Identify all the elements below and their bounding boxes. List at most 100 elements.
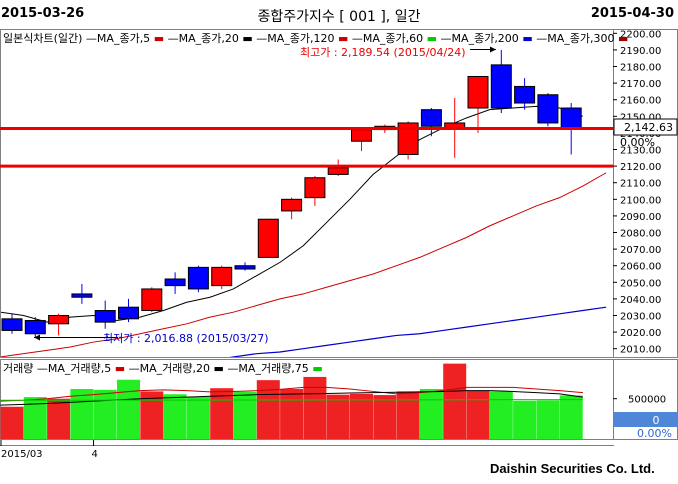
y-tick-label: 2100.00 xyxy=(620,195,661,206)
legend-swatch: ▬ xyxy=(427,32,437,45)
candle-body xyxy=(490,64,512,109)
arrow-right-icon xyxy=(490,46,496,53)
volume-bar xyxy=(0,406,24,439)
candle-body xyxy=(118,306,139,320)
candle-body xyxy=(94,310,116,323)
x-tick-label: 4 xyxy=(92,449,98,460)
y-tick-label: 2060.00 xyxy=(620,262,661,273)
arrow-left-icon xyxy=(34,334,40,341)
x-axis: 2015/03 4 xyxy=(0,440,98,460)
volume-y-axis: 500000 xyxy=(613,395,666,406)
y-tick-label: 2110.00 xyxy=(620,179,661,190)
vol-ma5-line xyxy=(0,386,583,402)
candle-body xyxy=(71,293,93,298)
volume-bar xyxy=(23,397,47,439)
y-tick-label: 2170.00 xyxy=(620,79,661,90)
candle-body xyxy=(187,266,209,290)
volume-bar xyxy=(443,363,467,439)
level-lines xyxy=(0,127,613,168)
vol-ma20-line xyxy=(0,390,583,406)
start-date: 2015-03-26 xyxy=(1,6,85,21)
candle-body xyxy=(537,94,559,124)
last-price-badge xyxy=(613,118,678,136)
volume-legend: 거래량 —MA_거래량,5 ▬ —MA_거래량,20 ▬ —MA_거래량,75 … xyxy=(3,362,323,375)
volume-bar xyxy=(326,394,350,439)
y-tick-label: 2090.00 xyxy=(620,212,661,223)
volume-bar xyxy=(489,391,513,439)
volume-badge xyxy=(614,412,678,427)
price-axis-pane xyxy=(613,29,678,358)
legend-item: —MA_종가,5 xyxy=(82,32,153,45)
candle-body xyxy=(420,109,442,127)
legend-item: —MA_종가,200 xyxy=(437,32,522,45)
volume-bar xyxy=(210,388,234,439)
volume-bar xyxy=(536,400,560,439)
low-label: 최저가 : 2,016.88 (2015/03/27) xyxy=(103,332,269,345)
y-tick-label: 2200.00 xyxy=(620,29,661,40)
volume-bar xyxy=(559,395,583,439)
y-tick-label: 2190.00 xyxy=(620,46,661,57)
y-tick-label: 2180.00 xyxy=(620,63,661,74)
y-tick-label: 2080.00 xyxy=(620,229,661,240)
volume-bar xyxy=(140,391,164,439)
ma20-line xyxy=(1,172,607,357)
legend-swatch: ▬ xyxy=(338,32,348,45)
volume-bar xyxy=(117,379,140,439)
candle-body xyxy=(281,198,303,212)
candle-body xyxy=(141,288,163,312)
y-tick-label: 2120.00 xyxy=(620,162,661,173)
low-annotation: 최저가 : 2,016.88 (2015/03/27) xyxy=(34,332,269,345)
chart-area[interactable]: 2010.00 2020.00 2030.00 2040.00 2050.00 2060.… xyxy=(0,0,678,460)
legend-swatch: ▬ xyxy=(115,362,125,375)
legend-swatch: ▬ xyxy=(154,32,164,45)
volume-bars xyxy=(0,363,583,439)
legend-swatch: ▬ xyxy=(214,362,224,375)
volume-bar xyxy=(256,380,280,439)
volume-bar xyxy=(350,393,373,439)
candle-body xyxy=(164,278,186,287)
candle-body xyxy=(1,318,23,331)
y-tick-label: 2070.00 xyxy=(620,245,661,256)
volume-bar xyxy=(396,391,420,439)
y-tick-label: 2020.00 xyxy=(620,328,661,339)
volume-bar xyxy=(303,376,327,439)
y-tick-label: 2030.00 xyxy=(620,312,661,323)
volume-bar xyxy=(163,394,187,439)
candles xyxy=(1,49,582,338)
candle-body xyxy=(397,122,419,155)
legend-item: —MA_거래량,20 xyxy=(125,362,213,375)
high-annotation: 최고가 : 2,189.54 (2015/04/24) xyxy=(300,46,496,59)
price-change: 0.00% xyxy=(620,136,655,149)
last-price: 2,142.63 xyxy=(624,121,673,134)
candle-body xyxy=(304,177,326,199)
volume-moving-averages xyxy=(0,386,583,406)
chart-title: 종합주가지수 [ 001 ], 일간 xyxy=(257,9,421,25)
vol-ma75-line xyxy=(0,399,583,401)
volume-bar xyxy=(47,398,71,439)
legend-swatch: ▬ xyxy=(618,32,628,45)
price-y-axis: 2010.00 2020.00 2030.00 2040.00 2050.00 2060.… xyxy=(613,29,661,356)
y-tick-label: 2150.00 xyxy=(620,112,661,123)
legend-swatch: ▬ xyxy=(522,32,532,45)
legend-chart-name: 거래량 xyxy=(3,362,33,375)
end-date: 2015-04-30 xyxy=(590,6,674,21)
legend-swatch: ▬ xyxy=(312,362,322,375)
high-label: 최고가 : 2,189.54 (2015/04/24) xyxy=(300,46,466,59)
volume-bar xyxy=(93,389,117,439)
volume-bar xyxy=(186,396,210,439)
candle-body xyxy=(234,265,256,270)
candle-body xyxy=(560,107,582,129)
volume-bar xyxy=(280,389,304,439)
ma120-line xyxy=(229,306,607,357)
volume-bar xyxy=(233,391,257,439)
candle-body xyxy=(24,319,46,335)
legend-chart-name: 일본식차트(일간) xyxy=(3,31,82,45)
y-tick-label: 2010.00 xyxy=(620,345,661,356)
y-tick-label: 2040.00 xyxy=(620,295,661,306)
x-tick-label: 2015/03 xyxy=(1,449,43,460)
volume-bar xyxy=(513,400,537,439)
legend-item: —MA_종가,120 xyxy=(253,32,338,45)
legend-item: —MA_종가,60 xyxy=(348,32,426,45)
volume-change: 0.00% xyxy=(637,427,672,440)
